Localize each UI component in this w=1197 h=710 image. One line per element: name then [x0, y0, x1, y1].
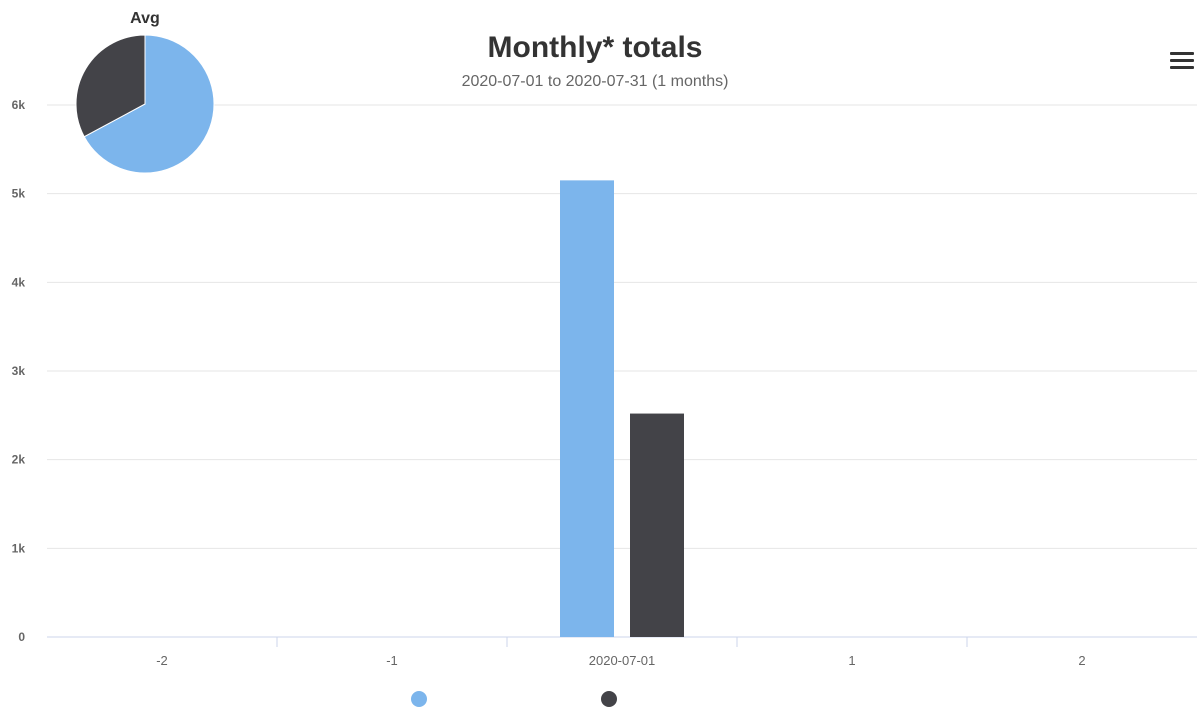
y-tick-label: 6k	[12, 98, 26, 112]
x-tick-label: -1	[386, 653, 398, 668]
pie-slice-2[interactable]	[75, 34, 146, 138]
chart-title: Monthly* totals	[488, 31, 703, 64]
x-tick-label: 2020-07-01	[589, 653, 656, 668]
legend-marker-2[interactable]	[601, 691, 617, 707]
hamburger-menu-icon	[1170, 52, 1194, 55]
y-tick-label: 4k	[12, 275, 26, 289]
pie-slice-1[interactable]	[83, 34, 215, 174]
hamburger-menu-icon-bar	[1170, 66, 1194, 69]
avg-pie-chart	[75, 34, 215, 174]
bar-series	[560, 180, 684, 637]
legend[interactable]	[411, 691, 617, 707]
chart-subtitle: 2020-07-01 to 2020-07-31 (1 months)	[462, 73, 729, 90]
legend-marker-1[interactable]	[411, 691, 427, 707]
hamburger-menu-icon-bar	[1170, 59, 1194, 62]
x-tick-label: -2	[156, 653, 168, 668]
y-tick-label: 3k	[12, 364, 26, 378]
bar-1[interactable]	[560, 180, 614, 637]
grid-lines	[47, 104, 1197, 549]
pie-title: Avg	[130, 10, 160, 27]
x-tick-label: 2	[1078, 653, 1085, 668]
bar-2[interactable]	[630, 413, 684, 637]
y-tick-label: 5k	[12, 187, 26, 201]
x-axis: -2 -1 2020-07-01 1 2	[47, 636, 1197, 668]
y-axis: 0 1k 2k 3k 4k 5k 6k	[12, 98, 26, 644]
y-tick-label: 2k	[12, 453, 26, 467]
y-tick-label: 1k	[12, 541, 26, 555]
chart-menu-button[interactable]	[1170, 52, 1194, 72]
x-tick-label: 1	[848, 653, 855, 668]
y-tick-label: 0	[18, 630, 25, 644]
